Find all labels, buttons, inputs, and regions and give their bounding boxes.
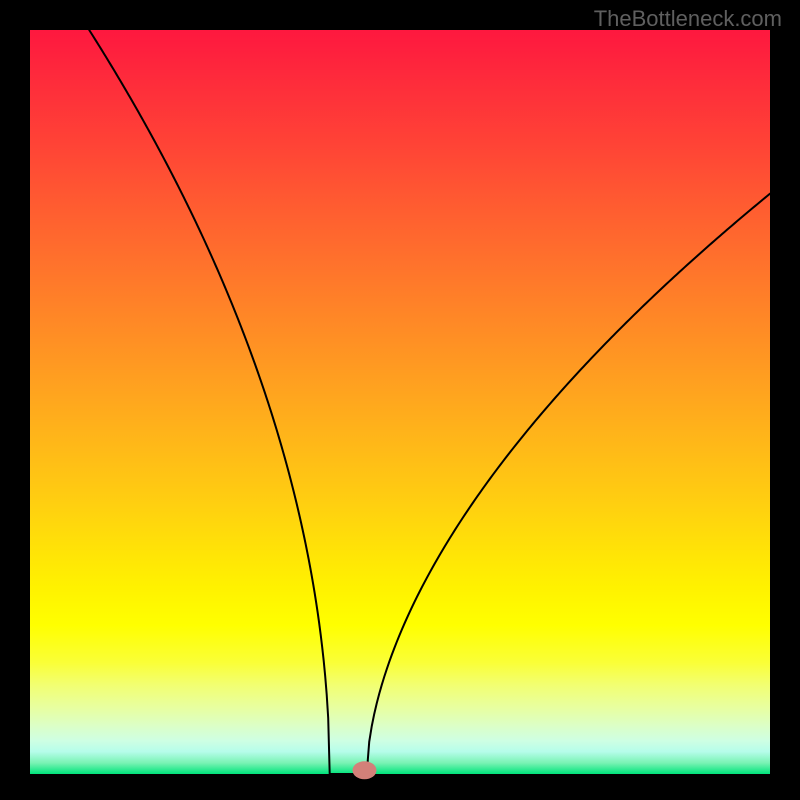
bottleneck-chart	[0, 0, 800, 800]
chart-container: TheBottleneck.com	[0, 0, 800, 800]
plot-background	[30, 30, 770, 774]
watermark-text: TheBottleneck.com	[594, 6, 782, 32]
vertex-marker	[352, 761, 376, 779]
